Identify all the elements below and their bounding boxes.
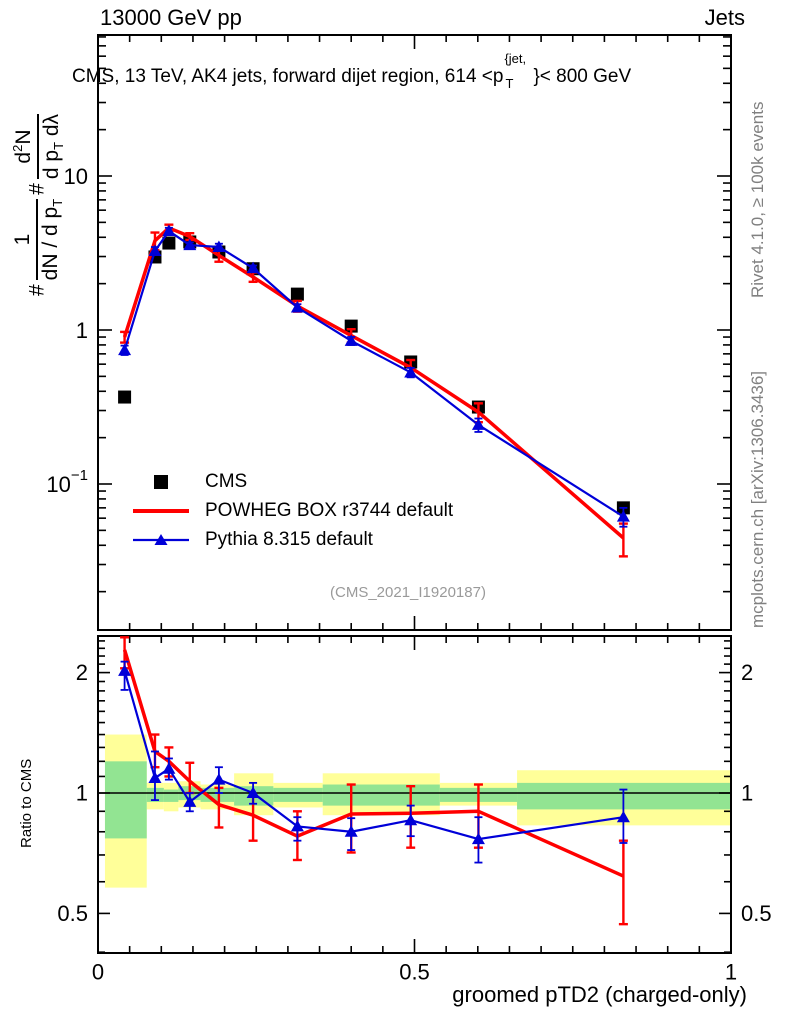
y-axis-label-frac1-num: 1 [11,198,38,281]
y-axis-label-hash2: # [25,183,49,195]
svg-text:0.5: 0.5 [57,901,88,926]
pythia-series [118,224,630,528]
svg-text:2: 2 [76,660,88,685]
legend-item-powheg: POWHEG BOX r3744 default [133,496,453,525]
y-axis-label: #1 dN / d pT # d2N d pT dλ [10,110,66,296]
plot-title-sup: {jet, [504,51,527,66]
header-beam-energy: 13000 GeV pp [100,5,242,30]
y-axis-label-frac1: 1 dN / d pT [11,198,66,281]
ratio-panel: 2 21 10.5 0.50 0.5 1 [57,635,772,985]
ratio-pythia-series [118,660,630,864]
svg-text:1: 1 [741,781,753,806]
markers [118,664,630,845]
svg-text:0.5: 0.5 [741,901,772,926]
svg-text:1: 1 [76,781,88,806]
header-analysis-group: Jets [704,5,745,30]
svg-text:0: 0 [92,960,104,985]
mcplots-credit-note: mcplots.cern.ch [arXiv:1306.3436] [748,370,767,628]
x-axis-tick-labels: 0 0.5 1 [92,960,737,985]
svg-text:0.5: 0.5 [399,960,430,985]
ratio-axis-ticks [97,636,732,953]
svg-text:10: 10 [64,164,88,189]
markers [118,224,630,522]
svg-text:1: 1 [725,960,737,985]
plot-title-prefix: CMS, 13 TeV, AK4 jets, forward dijet reg… [72,66,504,87]
plot-title-sub: T [505,76,514,91]
rivet-version-note: Rivet 4.1.0, ≥ 100k events [748,101,767,298]
y-axis-label-frac2-num: d2N [10,113,39,180]
pythia-triangle-line-icon [133,533,189,545]
x-axis-title: groomed pTD2 (charged-only) [452,982,747,1007]
legend-item-pythia: Pythia 8.315 default [133,525,453,554]
svg-text:2: 2 [741,660,753,685]
cms-square-icon [154,474,168,489]
legend: CMS POWHEG BOX r3744 default Pythia 8.31… [133,467,453,554]
y-axis-label-frac1-den: dN / d pT [39,198,66,281]
error-bars-triangle [120,660,628,864]
y-axis-label-frac2: d2N d pT dλ [10,113,67,180]
uncertainty-band-yellow [104,734,731,888]
plot-title-suffix: }< 800 GeV [533,66,632,87]
legend-label-powheg: POWHEG BOX r3744 default [205,500,454,521]
main-y-tick-labels: 10 1 10−1 [46,164,88,497]
powheg-line-icon [133,508,189,513]
y-axis-label-hash1: # [25,284,49,296]
plot-title: CMS, 13 TeV, AK4 jets, forward dijet reg… [72,51,632,91]
y-axis-label-frac2-den: d pT dλ [40,113,67,180]
main-panel: 10 1 10−1 [46,34,732,631]
plot-title-supsub: {jet, T [503,51,533,91]
ratio-y-axis-label: Ratio to CMS [18,758,35,848]
watermark-analysis-id: (CMS_2021_I1920187) [330,584,486,601]
legend-item-cms: CMS [133,467,453,496]
svg-text:1: 1 [76,318,88,343]
svg-text:10−1: 10−1 [46,467,88,497]
ratio-y-tick-labels: 2 2 1 1 0.5 0.5 [57,660,771,926]
legend-label-pythia: Pythia 8.315 default [205,529,373,550]
main-axis-ticks [97,35,732,630]
legend-label-cms: CMS [205,471,248,492]
